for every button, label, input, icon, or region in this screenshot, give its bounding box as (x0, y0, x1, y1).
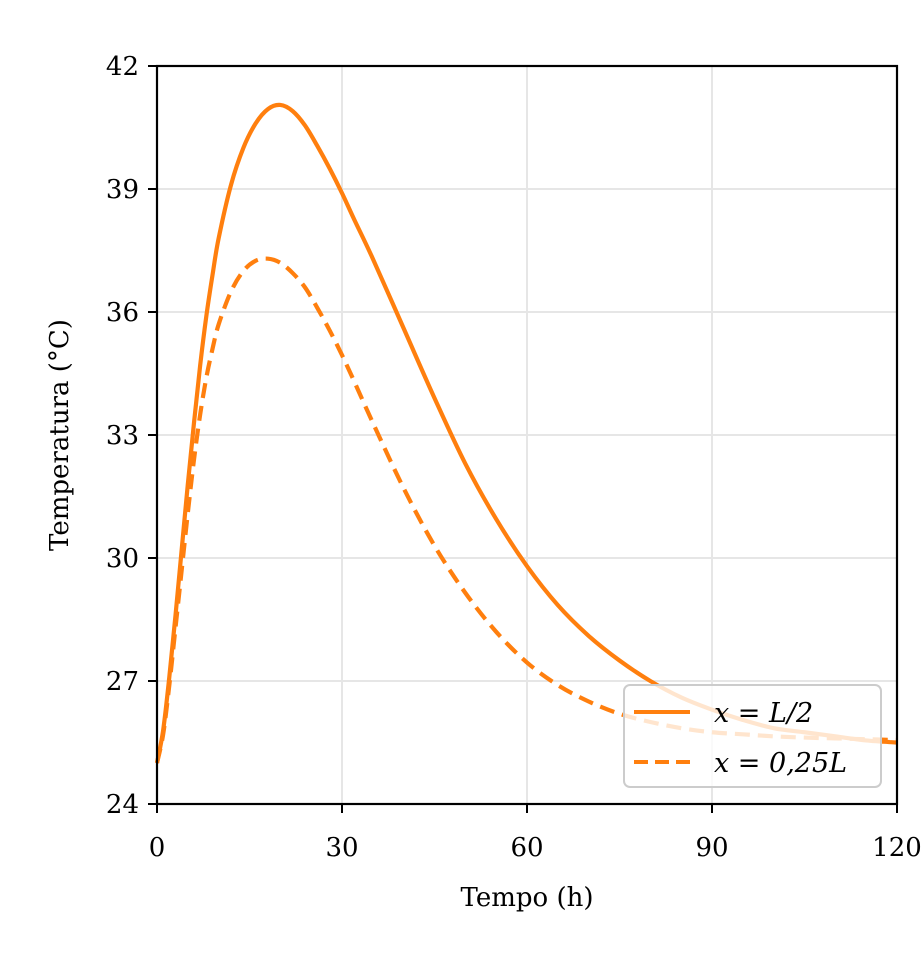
y-tick-label: 39 (106, 175, 139, 205)
y-axis-title: Temperatura (°C) (45, 319, 75, 551)
legend-label-quarter-l: x = 0,25L (714, 748, 847, 779)
y-axis: 24 27 30 33 36 39 42 (106, 52, 157, 820)
legend: x = L/2 x = 0,25L (623, 684, 882, 788)
x-tick-label: 120 (872, 833, 922, 863)
y-tick-label: 24 (106, 790, 139, 820)
x-tick-label: 90 (695, 833, 728, 863)
y-tick-label: 27 (106, 667, 139, 697)
legend-label-l-half: x = L/2 (714, 698, 813, 729)
x-tick-label: 30 (325, 833, 358, 863)
x-tick-label: 60 (510, 833, 543, 863)
y-tick-label: 42 (106, 52, 139, 82)
y-tick-label: 30 (106, 544, 139, 574)
y-tick-label: 33 (106, 421, 139, 451)
y-tick-label: 36 (106, 298, 139, 328)
x-axis: 0 30 60 90 120 (149, 804, 922, 863)
x-axis-title: Tempo (h) (461, 883, 594, 913)
x-tick-label: 0 (149, 833, 166, 863)
